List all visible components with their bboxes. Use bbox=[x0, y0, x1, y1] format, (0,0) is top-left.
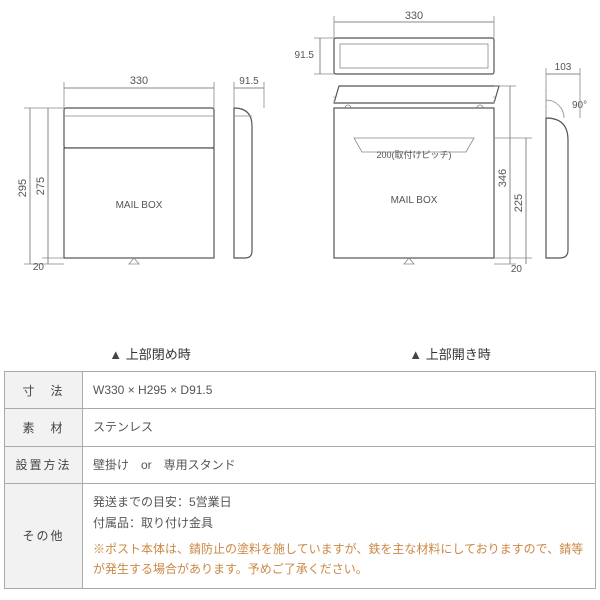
table-row: 素 材 ステンレス bbox=[5, 409, 596, 446]
diagram-open: 330 91.5 200(取付けピッチ) MAIL BOX bbox=[284, 8, 592, 340]
spec-note: ※ポスト本体は、錆防止の塗料を施していますが、鉄を主な材料にしておりますので、錆… bbox=[93, 539, 585, 580]
dim-depth-closed: 91.5 bbox=[239, 76, 259, 87]
dim-h275: 275 bbox=[35, 177, 47, 195]
caption-open: 上部開き時 bbox=[409, 344, 491, 363]
dim-h20-open: 20 bbox=[511, 264, 523, 275]
dim-h346: 346 bbox=[497, 169, 509, 187]
spec-value: W330 × H295 × D91.5 bbox=[83, 372, 596, 409]
mailbox-label-open: MAIL BOX bbox=[391, 195, 438, 206]
table-row: その他 発送までの目安：5営業日 付属品：取り付け金具 ※ポスト本体は、錆防止の… bbox=[5, 484, 596, 589]
diagram-area: MAIL BOX 330 91.5 29 bbox=[0, 0, 600, 340]
table-row: 設置方法 壁掛け or 専用スタンド bbox=[5, 446, 596, 483]
table-row: 寸 法 W330 × H295 × D91.5 bbox=[5, 372, 596, 409]
dim-depth-open: 91.5 bbox=[295, 50, 315, 61]
dim-h20: 20 bbox=[33, 262, 45, 273]
spec-value: 壁掛け or 専用スタンド bbox=[83, 446, 596, 483]
dim-width-closed: 330 bbox=[130, 75, 148, 87]
diagram-captions: 上部閉め時 上部開き時 bbox=[0, 340, 600, 371]
mailbox-label: MAIL BOX bbox=[116, 200, 163, 211]
dim-h295: 295 bbox=[17, 179, 29, 197]
spec-label: その他 bbox=[5, 484, 83, 589]
page: MAIL BOX 330 91.5 29 bbox=[0, 0, 600, 600]
spec-value: ステンレス bbox=[83, 409, 596, 446]
dim-pitch: 200(取付けピッチ) bbox=[376, 150, 451, 160]
dim-width-open: 330 bbox=[405, 10, 423, 22]
spec-label: 設置方法 bbox=[5, 446, 83, 483]
caption-closed: 上部閉め時 bbox=[109, 344, 191, 363]
dim-103: 103 bbox=[555, 62, 572, 73]
angle-90: 90° bbox=[572, 100, 587, 111]
spec-label: 素 材 bbox=[5, 409, 83, 446]
dim-h225: 225 bbox=[513, 194, 525, 212]
spec-table: 寸 法 W330 × H295 × D91.5 素 材 ステンレス 設置方法 壁… bbox=[4, 371, 596, 589]
spec-label: 寸 法 bbox=[5, 372, 83, 409]
diagram-closed: MAIL BOX 330 91.5 29 bbox=[4, 8, 284, 340]
spec-value: 発送までの目安：5営業日 付属品：取り付け金具 ※ポスト本体は、錆防止の塗料を施… bbox=[83, 484, 596, 589]
